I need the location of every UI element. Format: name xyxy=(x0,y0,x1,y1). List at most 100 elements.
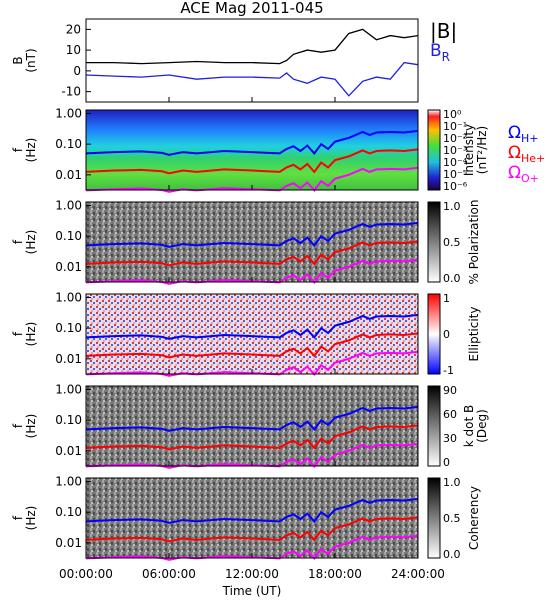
colorbar-label-name: Ellipticity xyxy=(467,307,481,362)
time-axis: 00:00:00 06:00:00 12:00:00 18:00:00 24:00:00 xyxy=(59,567,445,581)
colorbar-tick-label: 10⁻⁶ xyxy=(443,180,468,193)
freq-tick-label: 0.01 xyxy=(55,444,82,458)
legend-omega-h-sub: H+ xyxy=(521,132,539,145)
colorbar-tick-label: 10⁻² xyxy=(443,132,467,145)
gyro-line-he_plus_hz xyxy=(85,332,419,359)
gyro-line-o_plus_hz xyxy=(85,258,419,285)
panel-spectrum: f(Hz) 1.00 0.10 0.01 10⁰10⁻¹10⁻²10⁻³10⁻⁴10⁻⁵… xyxy=(11,106,489,193)
b-ytick-label: 10 xyxy=(66,43,81,57)
colorbar-polarization xyxy=(427,201,441,283)
b-ytick-label: 20 xyxy=(66,22,81,36)
figure-title: ACE Mag 2011-045 xyxy=(180,0,323,17)
colorbar-tick-label: 0.5 xyxy=(443,512,461,525)
gyro-line-o_plus_hz xyxy=(85,350,419,377)
freq-tick-label: 0.01 xyxy=(55,352,82,366)
ylabel-var: f xyxy=(11,147,25,152)
legend-b-r-main: B xyxy=(430,41,442,61)
panel-kdotb: f(Hz) 1.00 0.10 0.01 90 60 30 0 k dot B(Deg) xyxy=(11,382,489,469)
panel-B-plot-area xyxy=(86,19,418,102)
freq-tick-label: 1.00 xyxy=(55,106,82,120)
ylabel-var: f xyxy=(11,331,25,336)
freq-tick-label: 1.00 xyxy=(55,290,82,304)
colorbar-label-coherency: Coherency xyxy=(467,486,481,550)
colorbar-tick-label: 10⁻⁴ xyxy=(443,156,468,169)
legend-b-r-sub: R xyxy=(442,50,450,64)
panel-kdotb-ylabel: f(Hz) xyxy=(11,414,38,439)
colorbar-label-kdotb: k dot B(Deg) xyxy=(462,405,489,447)
legend-omega-o-symbol: Ω xyxy=(508,163,521,183)
colorbar-tick-label: 10⁻¹ xyxy=(443,120,467,133)
ylabel-var: B xyxy=(11,56,25,64)
panel-kdotb-plot-area xyxy=(86,386,418,466)
freq-tick-label: 0.10 xyxy=(55,321,82,335)
ylabel-unit: (Hz) xyxy=(24,138,38,163)
colorbar-tick-label: 10⁻⁵ xyxy=(443,168,467,181)
ylabel-unit: (Hz) xyxy=(24,506,38,531)
ylabel-var: f xyxy=(11,515,25,520)
panels: B(nT)20100-10f(Hz)1.000.100.0110⁰10⁻¹10⁻… xyxy=(11,18,489,561)
legend-b-total: |B| xyxy=(430,19,457,43)
panel-coherency: f(Hz) 1.00 0.10 0.01 1.0 0.5 0.0 Coherency xyxy=(11,474,481,561)
ylabel-var: f xyxy=(11,239,25,244)
colorbar-kdotb xyxy=(427,385,441,467)
gyro-line-h_plus_hz xyxy=(85,313,419,340)
colorbar-label-ellipticity: Ellipticity xyxy=(467,307,481,362)
gyro-line-o_plus_hz xyxy=(85,534,419,561)
colorbar-label-unit: (nT²/Hz) xyxy=(475,126,489,174)
freq-tick-label: 0.10 xyxy=(55,505,82,519)
panel-polarization: f(Hz) 1.00 0.10 0.01 1.0 0.5 0.0 % Polarization xyxy=(11,198,481,285)
series-line-b_r xyxy=(85,61,419,97)
panel-B: B(nT) 20 10 0 -10 xyxy=(11,18,419,103)
colorbar-label-name: Coherency xyxy=(467,486,481,550)
legend-omega-h: ΩH+ xyxy=(508,123,539,145)
colorbar-tick-label: 30 xyxy=(443,432,457,445)
freq-tick-label: 1.00 xyxy=(55,382,82,396)
b-ytick-label: 0 xyxy=(73,64,81,78)
colorbar-tick-label: -1 xyxy=(443,364,454,377)
time-tick-label: 24:00:00 xyxy=(391,567,445,581)
panel-coherency-plot-area xyxy=(86,478,418,558)
gyro-line-he_plus_hz xyxy=(85,424,419,451)
freq-tick-label: 1.00 xyxy=(55,474,82,488)
colorbar-tick-label: 0 xyxy=(443,328,450,341)
freq-tick-label: 0.10 xyxy=(55,413,82,427)
ylabel-unit: (Hz) xyxy=(24,230,38,255)
legend-omega-he-sub: He+ xyxy=(521,152,545,165)
freq-tick-label: 0.10 xyxy=(55,229,82,243)
gyro-line-o_plus_hz xyxy=(85,166,419,193)
colorbar-coherency xyxy=(427,477,441,559)
freq-tick-label: 0.10 xyxy=(55,137,82,151)
time-tick-label: 18:00:00 xyxy=(308,567,362,581)
legend-omega-he: ΩHe+ xyxy=(508,143,545,165)
colorbar-ellipticity xyxy=(427,293,441,375)
gyro-line-h_plus_hz xyxy=(85,129,419,156)
ylabel-unit: (nT) xyxy=(24,48,38,72)
legend-b-r: BR xyxy=(430,41,450,64)
colorbar-tick-label: 0.5 xyxy=(443,236,461,249)
gyro-line-he_plus_hz xyxy=(85,516,419,543)
freq-tick-label: 0.01 xyxy=(55,536,82,550)
panel-spectrum-ylabel: f(Hz) xyxy=(11,138,38,163)
colorbar-tick-label: 0.0 xyxy=(443,548,461,561)
gyro-line-h_plus_hz xyxy=(85,221,419,248)
colorbar-tick-label: 10⁰ xyxy=(443,108,462,121)
gyro-line-he_plus_hz xyxy=(85,240,419,267)
panel-polarization-ylabel: f(Hz) xyxy=(11,230,38,255)
legend-omega-he-symbol: Ω xyxy=(508,143,521,163)
panel-polarization-plot-area xyxy=(86,202,418,282)
colorbar-tick-label: 90 xyxy=(443,384,457,397)
colorbar-tick-label: 1 xyxy=(443,292,450,305)
colorbar-tick-label: 0.0 xyxy=(443,272,461,285)
gyro-line-o_plus_hz xyxy=(85,442,419,469)
colorbar-label-spectrum: Intensity(nT²/Hz) xyxy=(462,124,489,176)
legend-omega-h-symbol: Ω xyxy=(508,123,521,143)
colorbar-tick-label: 1.0 xyxy=(443,200,461,213)
freq-tick-label: 1.00 xyxy=(55,198,82,212)
colorbar-label-unit: (Deg) xyxy=(475,409,489,443)
ylabel-unit: (Hz) xyxy=(24,322,38,347)
panel-coherency-ylabel: f(Hz) xyxy=(11,506,38,531)
time-tick-label: 06:00:00 xyxy=(142,567,196,581)
panel-ellipticity-ylabel: f(Hz) xyxy=(11,322,38,347)
colorbar-tick-label: 10⁻³ xyxy=(443,144,467,157)
colorbar-label-name: k dot B xyxy=(462,405,476,447)
